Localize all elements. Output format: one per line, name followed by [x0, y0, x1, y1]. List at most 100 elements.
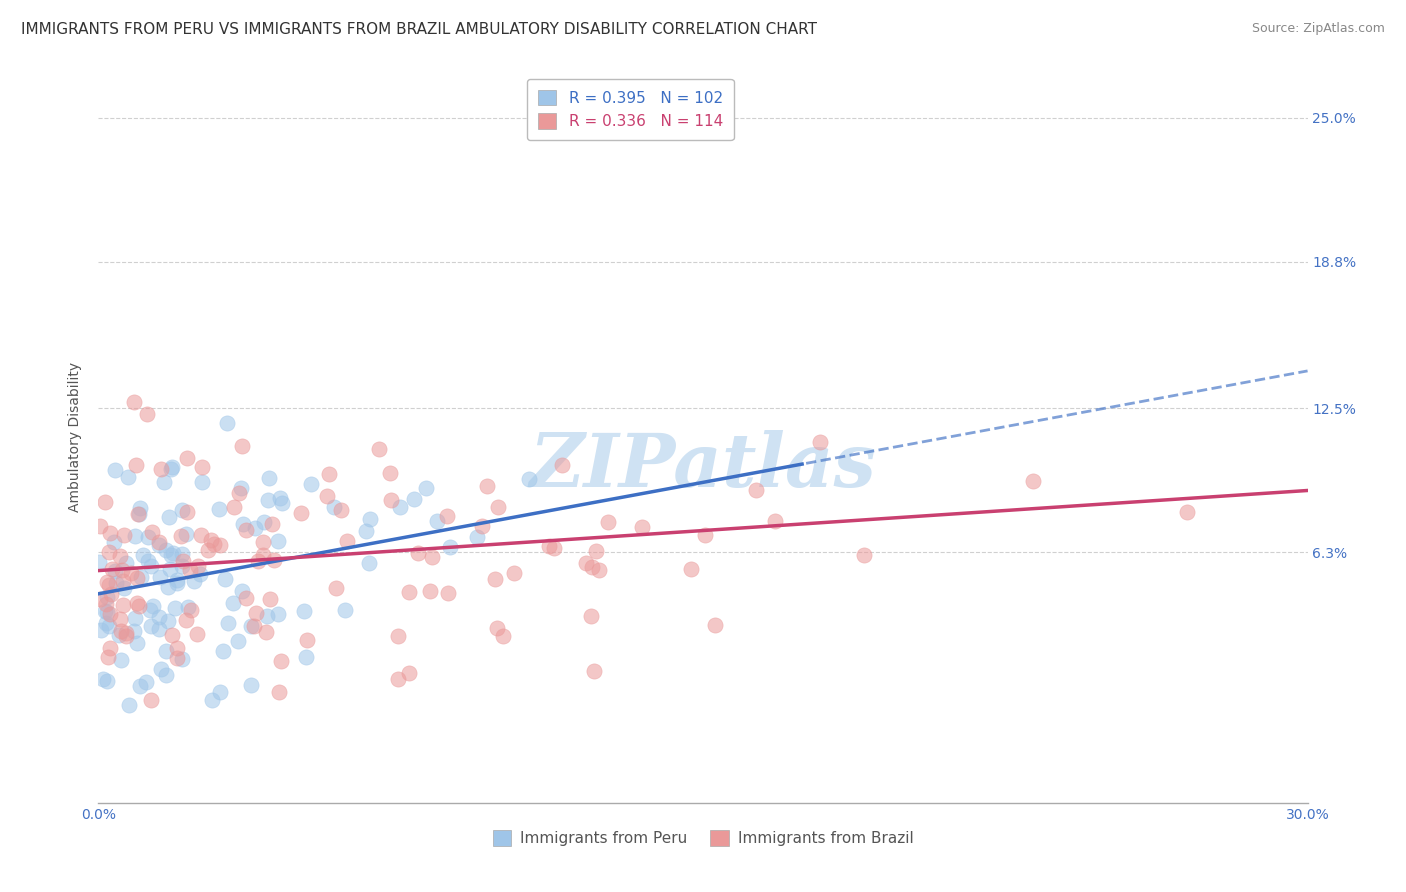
Point: [217, 616, 239, 631]
Point: [538, 540, 561, 554]
Point: [243, 618, 266, 632]
Point: [176, 505, 198, 519]
Point: [551, 458, 574, 473]
Point: [89, 518, 111, 533]
Point: [148, 622, 170, 636]
Point: [292, 604, 315, 618]
Point: [465, 530, 488, 544]
Point: [117, 469, 139, 483]
Point: [333, 602, 356, 616]
Point: [141, 525, 163, 540]
Point: [325, 581, 347, 595]
Point: [100, 587, 122, 601]
Point: [693, 528, 716, 542]
Point: [295, 633, 318, 648]
Point: [201, 693, 224, 707]
Point: [336, 533, 359, 548]
Point: [581, 560, 603, 574]
Point: [200, 533, 222, 548]
Point: [148, 538, 170, 552]
Point: [166, 650, 188, 665]
Point: [94, 616, 117, 631]
Point: [581, 609, 603, 624]
Point: [191, 460, 214, 475]
Point: [484, 572, 506, 586]
Point: [166, 640, 188, 655]
Point: [87, 555, 110, 569]
Point: [96, 674, 118, 689]
Point: [387, 629, 409, 643]
Point: [111, 574, 134, 588]
Point: [231, 439, 253, 453]
Point: [122, 624, 145, 639]
Point: [159, 562, 181, 576]
Point: [98, 526, 121, 541]
Point: [214, 572, 236, 586]
Point: [190, 528, 212, 542]
Point: [259, 592, 281, 607]
Point: [183, 574, 205, 588]
Point: [212, 644, 235, 658]
Point: [160, 549, 183, 563]
Point: [112, 581, 135, 595]
Point: [152, 475, 174, 490]
Point: [222, 500, 245, 515]
Point: [588, 564, 610, 578]
Point: [235, 524, 257, 538]
Point: [115, 629, 138, 643]
Point: [517, 472, 540, 486]
Point: [172, 554, 194, 568]
Point: [316, 489, 339, 503]
Point: [128, 599, 150, 613]
Point: [222, 595, 245, 609]
Point: [387, 673, 409, 687]
Text: Source: ZipAtlas.com: Source: ZipAtlas.com: [1251, 22, 1385, 36]
Point: [354, 524, 377, 538]
Point: [125, 636, 148, 650]
Point: [488, 500, 510, 514]
Point: [477, 479, 499, 493]
Point: [188, 567, 211, 582]
Point: [129, 500, 152, 515]
Point: [108, 549, 131, 564]
Point: [94, 495, 117, 509]
Point: [177, 600, 200, 615]
Point: [112, 528, 135, 542]
Point: [105, 576, 128, 591]
Point: [129, 679, 152, 693]
Point: [420, 550, 443, 565]
Point: [322, 500, 344, 515]
Point: [596, 515, 619, 529]
Point: [110, 563, 132, 577]
Point: [136, 554, 159, 568]
Point: [359, 512, 381, 526]
Point: [159, 462, 181, 476]
Point: [156, 614, 179, 628]
Point: [270, 654, 292, 668]
Point: [180, 603, 202, 617]
Point: [492, 630, 515, 644]
Point: [96, 590, 118, 604]
Point: [103, 534, 125, 549]
Point: [118, 698, 141, 712]
Point: [202, 537, 225, 551]
Point: [108, 612, 131, 626]
Point: [208, 501, 231, 516]
Point: [170, 558, 193, 573]
Point: [96, 605, 118, 619]
Point: [179, 563, 201, 577]
Point: [853, 548, 876, 562]
Point: [359, 556, 381, 570]
Point: [91, 672, 114, 686]
Point: [299, 476, 322, 491]
Point: [125, 571, 148, 585]
Point: [160, 459, 183, 474]
Point: [763, 514, 786, 528]
Point: [543, 541, 565, 556]
Point: [1175, 506, 1198, 520]
Point: [97, 649, 120, 664]
Point: [135, 407, 157, 421]
Point: [148, 609, 170, 624]
Point: [744, 483, 766, 497]
Point: [155, 542, 177, 557]
